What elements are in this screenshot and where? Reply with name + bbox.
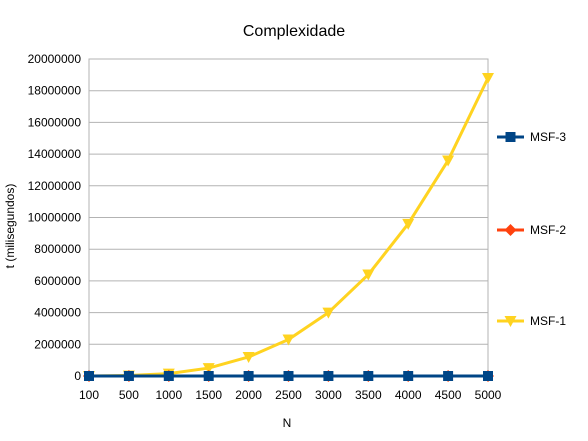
gridlines <box>89 58 488 377</box>
legend-item-msf-3: MSF-3 <box>497 130 566 144</box>
y-tick-label: 12000000 <box>28 179 82 193</box>
x-tick-label: 100 <box>79 388 99 402</box>
legend: MSF-3 MSF-2 MSF-1 <box>497 130 566 328</box>
legend-marker <box>504 224 517 236</box>
y-tick-label: 18000000 <box>28 84 82 98</box>
x-tick-label: 4000 <box>395 388 422 402</box>
y-axis-label: t (milisegundos) <box>3 184 17 269</box>
x-tick-label: 500 <box>119 388 139 402</box>
legend-marker <box>504 316 517 327</box>
x-tick-label: 4500 <box>435 388 462 402</box>
data-point-msf-3 <box>123 371 134 381</box>
legend-label: MSF-1 <box>530 314 566 328</box>
x-axis-ticks: 100 500 1000 1500 2000 2500 3000 3500 4000 4500 50… <box>79 376 502 402</box>
x-axis-label: N <box>283 416 292 430</box>
x-tick-label: 2000 <box>235 388 262 402</box>
legend-item-msf-2: MSF-2 <box>497 223 566 237</box>
series-layer <box>83 73 494 382</box>
x-tick-label: 3000 <box>315 388 342 402</box>
x-tick-label: 1500 <box>195 388 222 402</box>
data-point-msf-3 <box>243 371 254 381</box>
data-point-msf-3 <box>443 371 454 381</box>
data-point-msf-1 <box>282 334 295 346</box>
x-tick-label: 1000 <box>155 388 182 402</box>
x-tick-label: 2500 <box>275 388 302 402</box>
x-tick-label: 5000 <box>475 388 502 402</box>
data-point-msf-3 <box>403 371 414 381</box>
y-tick-label: 6000000 <box>34 274 81 288</box>
chart-title: Complexidade <box>243 23 345 40</box>
y-tick-label: 0 <box>74 369 81 383</box>
data-point-msf-3 <box>163 371 174 381</box>
legend-label: MSF-3 <box>530 130 566 144</box>
legend-label: MSF-2 <box>530 223 566 237</box>
data-point-msf-3 <box>283 371 294 381</box>
legend-item-msf-1: MSF-1 <box>497 314 566 328</box>
data-point-msf-1 <box>402 218 415 230</box>
y-tick-label: 20000000 <box>28 52 82 66</box>
data-point-msf-3 <box>363 371 374 381</box>
y-tick-label: 14000000 <box>28 147 82 161</box>
y-tick-label: 10000000 <box>28 211 82 225</box>
data-point-msf-1 <box>322 307 335 319</box>
series-msf-1 <box>83 73 494 382</box>
x-tick-label: 3500 <box>355 388 382 402</box>
data-point-msf-3 <box>323 371 334 381</box>
data-point-msf-1 <box>362 269 375 281</box>
data-point-msf-1 <box>202 363 215 375</box>
legend-marker <box>505 132 516 142</box>
data-point-msf-3 <box>203 371 214 381</box>
data-point-msf-1 <box>482 73 494 85</box>
y-tick-label: 2000000 <box>34 337 81 351</box>
data-point-msf-3 <box>483 371 493 381</box>
data-point-msf-1 <box>242 351 255 363</box>
y-axis-ticks: 0 2000000 4000000 6000000 8000000 10000000 120… <box>28 52 82 383</box>
y-tick-label: 8000000 <box>34 242 81 256</box>
y-tick-label: 4000000 <box>34 306 81 320</box>
series-msf-3 <box>84 371 493 381</box>
data-point-msf-1 <box>442 155 455 167</box>
data-point-msf-3 <box>84 371 94 381</box>
y-tick-label: 16000000 <box>28 115 82 129</box>
